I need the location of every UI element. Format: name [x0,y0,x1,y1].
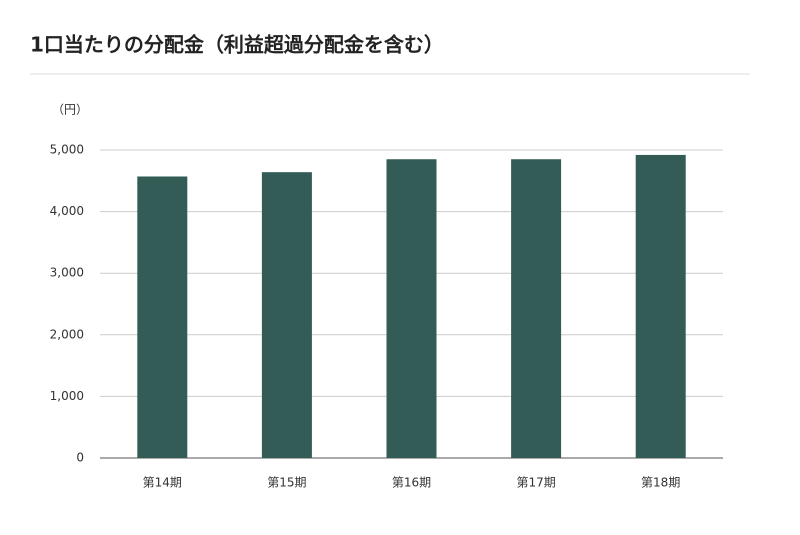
y-tick-label: 4,000 [50,204,84,218]
x-tick-label: 第15期 [267,476,306,490]
y-axis-label: （円） [52,103,88,117]
bar [635,154,686,459]
bar [137,176,188,458]
y-tick-label: 0 [76,451,84,465]
y-tick-label: 5,000 [50,143,84,157]
y-tick-label: 2,000 [50,327,84,341]
chart-title: 1口当たりの分配金（利益超過分配金を含む） [30,33,444,57]
y-tick-label: 1,000 [50,389,84,403]
bar [386,159,437,459]
x-tick-label: 第17期 [516,476,555,490]
bar [511,159,562,459]
x-tick-label: 第14期 [143,476,182,490]
y-tick-label: 3,000 [50,266,84,280]
bar [261,172,312,458]
x-tick-label: 第18期 [641,476,680,490]
x-tick-label: 第16期 [392,476,431,490]
